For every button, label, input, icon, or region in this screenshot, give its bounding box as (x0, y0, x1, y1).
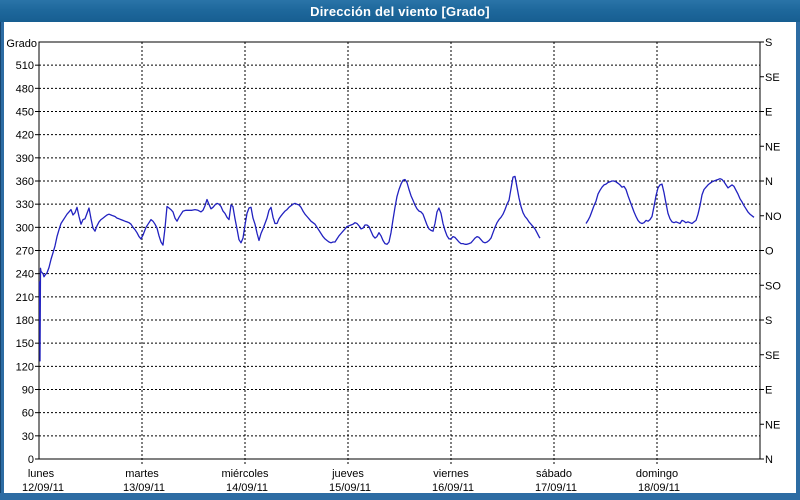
svg-text:150: 150 (16, 338, 34, 350)
svg-text:O: O (765, 246, 774, 258)
window-border-left (0, 22, 4, 500)
svg-text:510: 510 (16, 60, 34, 72)
svg-text:390: 390 (16, 153, 34, 165)
x-axis: lunes 12/09/11 martes 13/09/11 miércoles 14/0… (22, 468, 680, 494)
svg-text:S: S (765, 315, 772, 327)
y-axis-right: N NE E SE S SO O NO N NE E SE S (760, 37, 782, 466)
svg-text:15/09/11: 15/09/11 (329, 482, 371, 494)
title-bar[interactable]: Dirección del viento [Grado] (0, 0, 800, 22)
svg-text:60: 60 (22, 408, 34, 420)
wind-direction-line (38, 175, 755, 362)
svg-text:360: 360 (16, 176, 34, 188)
svg-text:12/09/11: 12/09/11 (22, 482, 64, 494)
svg-text:120: 120 (16, 361, 34, 373)
svg-text:E: E (765, 107, 772, 119)
window-border-right (796, 22, 800, 500)
svg-text:210: 210 (16, 292, 34, 304)
gridlines (39, 42, 760, 464)
svg-text:NE: NE (765, 419, 780, 431)
svg-text:miércoles: miércoles (221, 468, 269, 480)
svg-text:SO: SO (765, 280, 781, 292)
svg-text:13/09/11: 13/09/11 (123, 482, 165, 494)
svg-text:14/09/11: 14/09/11 (226, 482, 268, 494)
svg-text:NO: NO (765, 211, 782, 223)
svg-text:17/09/11: 17/09/11 (535, 482, 577, 494)
svg-text:18/09/11: 18/09/11 (638, 482, 680, 494)
svg-text:180: 180 (16, 315, 34, 327)
svg-text:450: 450 (16, 107, 34, 119)
svg-text:240: 240 (16, 269, 34, 281)
svg-text:270: 270 (16, 246, 34, 258)
svg-text:martes: martes (125, 468, 159, 480)
svg-text:NE: NE (765, 141, 780, 153)
svg-text:jueves: jueves (331, 468, 364, 480)
svg-text:0: 0 (28, 454, 34, 466)
svg-text:16/09/11: 16/09/11 (432, 482, 474, 494)
svg-text:30: 30 (22, 431, 34, 443)
svg-text:480: 480 (16, 83, 34, 95)
svg-text:300: 300 (16, 222, 34, 234)
window-border-bottom (0, 493, 800, 500)
svg-text:viernes: viernes (433, 468, 469, 480)
svg-text:SE: SE (765, 350, 780, 362)
svg-text:420: 420 (16, 130, 34, 142)
svg-text:90: 90 (22, 385, 34, 397)
svg-text:330: 330 (16, 199, 34, 211)
svg-text:sábado: sábado (536, 468, 572, 480)
svg-text:N: N (765, 454, 773, 466)
svg-text:N: N (765, 176, 773, 188)
svg-text:SE: SE (765, 72, 780, 84)
svg-text:Grado: Grado (6, 38, 37, 50)
window-title: Dirección del viento [Grado] (310, 3, 490, 19)
svg-text:lunes: lunes (28, 468, 55, 480)
svg-text:S: S (765, 37, 772, 49)
svg-text:E: E (765, 385, 772, 397)
y-axis-left: 0 30 60 90 120 150 180 210 240 270 300 330 360 390 420… (6, 38, 39, 466)
svg-text:domingo: domingo (636, 468, 678, 480)
